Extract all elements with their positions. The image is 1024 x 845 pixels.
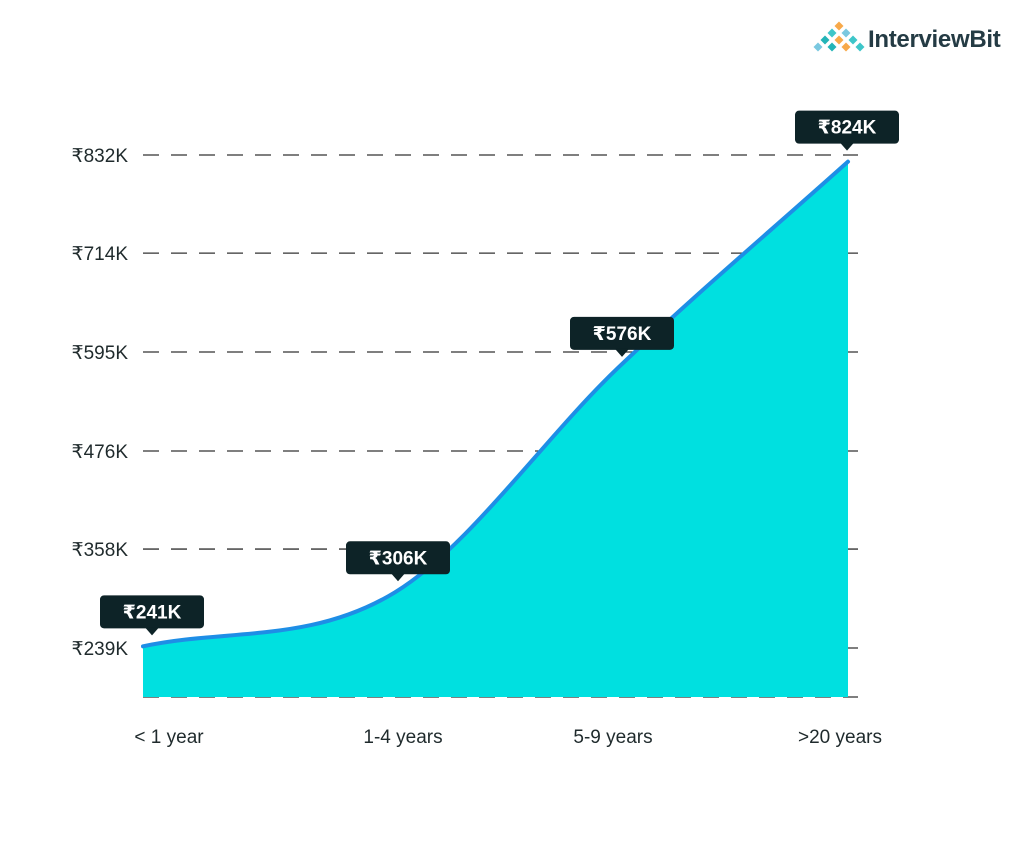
x-tick-label: 1-4 years [363,727,442,748]
logo-diamond [813,42,823,52]
data-label-text: ₹241K [123,602,182,623]
area-series [141,159,850,697]
data-label-pointer [145,627,159,636]
logo-diamond [841,28,851,38]
y-tick-label: ₹832K [72,146,129,167]
x-tick-label: 5-9 years [573,727,652,748]
y-tick-label: ₹595K [72,343,129,364]
data-label-text: ₹306K [369,548,428,569]
logo-diamond [855,42,865,52]
data-label: ₹576K [570,316,674,357]
data-label-box [100,595,204,629]
logo-diamond [841,42,851,52]
logo-diamond [834,21,844,31]
data-label-pointer [615,348,629,357]
y-tick-label: ₹239K [72,639,129,660]
x-axis-ticks: < 1 year 1-4 years 5-9 years >20 years [134,727,882,748]
logo-diamond [834,35,844,45]
data-label-box [795,110,899,144]
data-label-text: ₹824K [818,118,877,139]
x-tick-label: >20 years [798,727,882,748]
brand-name: InterviewBit [868,26,1001,53]
x-tick-label: < 1 year [134,727,204,748]
data-label: ₹306K [346,541,450,582]
series-line [141,159,850,649]
data-label: ₹824K [795,110,899,151]
data-labels: ₹241K ₹306K ₹576K ₹824K [100,110,899,636]
y-tick-label: ₹714K [72,244,129,265]
logo-diamond [827,28,837,38]
data-label-text: ₹576K [593,324,652,345]
data-label-box [346,541,450,575]
data-label-pointer [391,573,405,582]
y-tick-label: ₹358K [72,540,129,561]
logo-diamond [827,42,837,52]
y-axis-ticks: ₹832K ₹714K ₹595K ₹476K ₹358K ₹239K [72,146,129,660]
y-tick-label: ₹476K [72,442,129,463]
logo-diamond [820,35,830,45]
logo-diamond [848,35,858,45]
data-label-pointer [840,142,854,151]
area-fill [143,161,848,697]
logo-icon [813,21,865,52]
data-label: ₹241K [100,595,204,636]
data-label-box [570,316,674,350]
brand-logo: InterviewBit [810,20,1001,60]
